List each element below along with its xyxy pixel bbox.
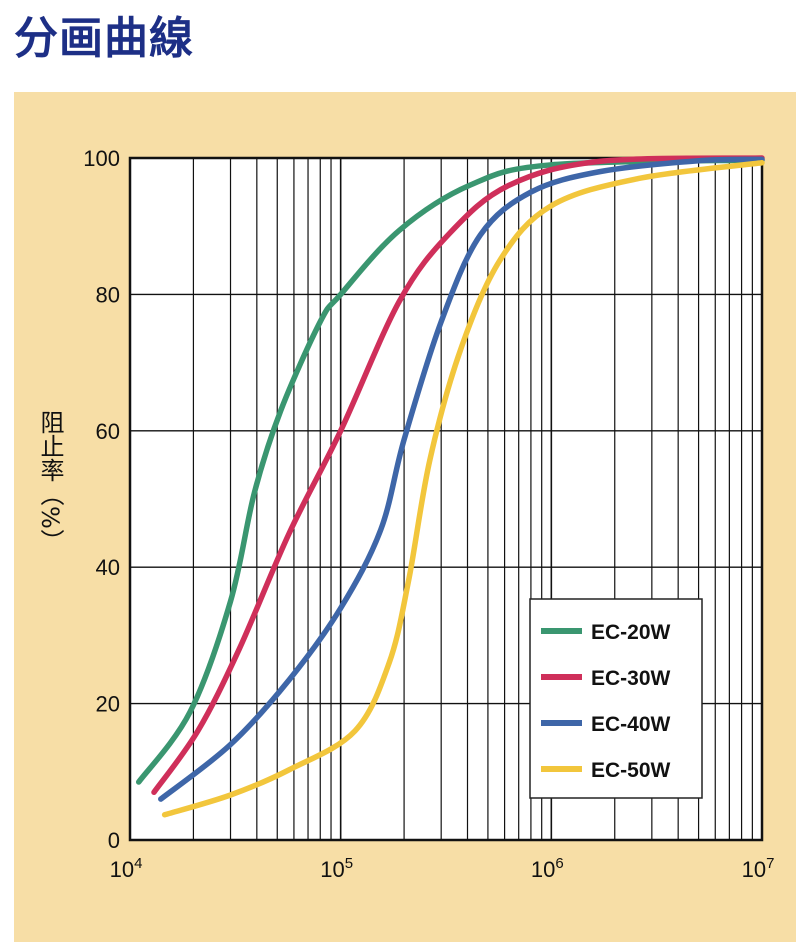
x-tick-label: 107 [742, 855, 775, 882]
x-tick-label: 105 [320, 855, 353, 882]
series-line-ec-50w [161, 160, 765, 818]
y-tick-label: 20 [96, 692, 120, 717]
series-line-ec-30w [151, 155, 765, 796]
y-tick-label: 60 [96, 419, 120, 444]
legend-label: EC-30W [591, 667, 671, 690]
series-line-ec-20w [135, 157, 765, 785]
x-tick-label: 106 [531, 855, 564, 882]
y-tick-label: 100 [83, 146, 120, 171]
legend-label: EC-40W [591, 713, 671, 736]
y-tick-label: 80 [96, 282, 120, 307]
page-title: 分画曲線 [14, 13, 194, 64]
x-tick-label: 104 [110, 855, 143, 882]
series-line-ec-40w [158, 156, 765, 802]
y-tick-label: 40 [96, 555, 120, 580]
legend-label: EC-20W [591, 621, 671, 644]
plot-border [128, 156, 764, 842]
y-axis-label: 阻止率（%） [36, 410, 64, 553]
legend-label: EC-50W [591, 759, 671, 782]
y-tick-label: 0 [108, 828, 120, 853]
